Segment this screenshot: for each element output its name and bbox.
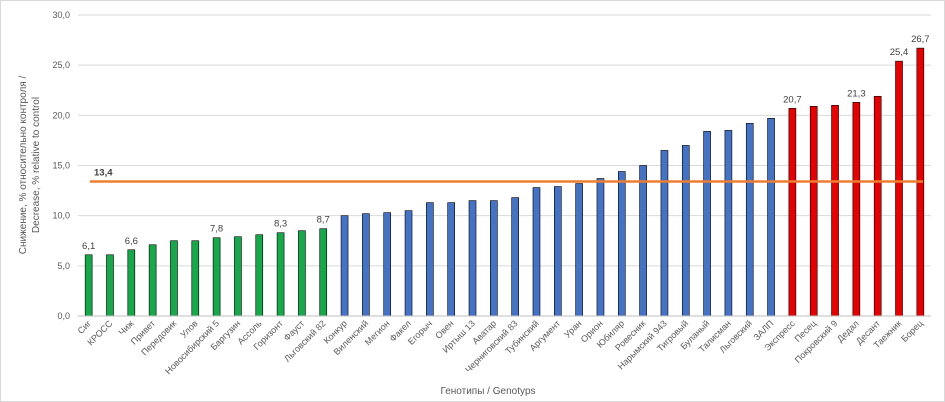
bar xyxy=(212,237,221,317)
y-tick-label: 20,0 xyxy=(52,110,70,120)
bar xyxy=(639,165,647,317)
value-label: 20,7 xyxy=(783,94,802,105)
bar xyxy=(276,232,285,317)
bar xyxy=(319,228,328,317)
bar xyxy=(511,197,519,317)
bar xyxy=(554,186,562,317)
y-tick-label: 15,0 xyxy=(52,161,70,171)
bar xyxy=(809,106,818,317)
bar xyxy=(724,130,733,317)
y-axis-label-line: Снижение, % относительно контроля / xyxy=(18,76,29,255)
bar xyxy=(852,101,861,317)
y-tick-label: 5,0 xyxy=(57,261,70,271)
value-label: 6,1 xyxy=(82,241,95,252)
bar xyxy=(831,105,839,317)
value-label: 8,7 xyxy=(317,215,330,226)
bar xyxy=(575,183,583,317)
bar xyxy=(255,234,264,317)
reference-label: 13,4 xyxy=(94,168,113,179)
bar xyxy=(617,171,626,317)
y-tick-label: 0,0 xyxy=(57,311,70,321)
value-label: 25,4 xyxy=(890,47,909,58)
bar xyxy=(681,145,690,317)
bar xyxy=(873,95,882,317)
bar xyxy=(340,215,349,317)
bar xyxy=(532,187,541,317)
y-tick-label: 10,0 xyxy=(52,211,70,221)
bar xyxy=(596,178,605,317)
value-label: 21,3 xyxy=(847,88,866,99)
bar xyxy=(895,60,903,317)
bar xyxy=(84,254,93,317)
value-label: 8,3 xyxy=(274,219,287,230)
bar xyxy=(148,244,157,317)
bar xyxy=(383,212,392,317)
bar xyxy=(191,240,200,317)
bar xyxy=(170,240,178,317)
y-tick-label: 25,0 xyxy=(52,60,70,70)
bar xyxy=(745,123,754,317)
bar xyxy=(298,230,306,317)
bar xyxy=(404,210,413,317)
bar xyxy=(660,150,669,317)
bar xyxy=(362,213,370,317)
bar xyxy=(447,202,455,317)
y-tick-label: 30,0 xyxy=(52,10,70,20)
bar xyxy=(490,200,498,317)
bar xyxy=(426,202,434,317)
x-axis-label: Генотипы / Genotyps xyxy=(440,386,535,397)
bar xyxy=(767,118,775,317)
value-label: 6,6 xyxy=(125,236,138,247)
y-axis-label-line: Decrease, % relative to control xyxy=(31,97,42,233)
value-label: 26,7 xyxy=(911,34,930,45)
bar xyxy=(703,131,711,317)
bar xyxy=(106,254,114,317)
y-axis-label: Снижение, % относительно контроля / Decr… xyxy=(18,76,42,255)
bar xyxy=(468,200,477,317)
value-label: 7,8 xyxy=(210,224,223,235)
bar xyxy=(234,236,242,317)
bar xyxy=(127,249,136,317)
bar xyxy=(788,108,797,317)
